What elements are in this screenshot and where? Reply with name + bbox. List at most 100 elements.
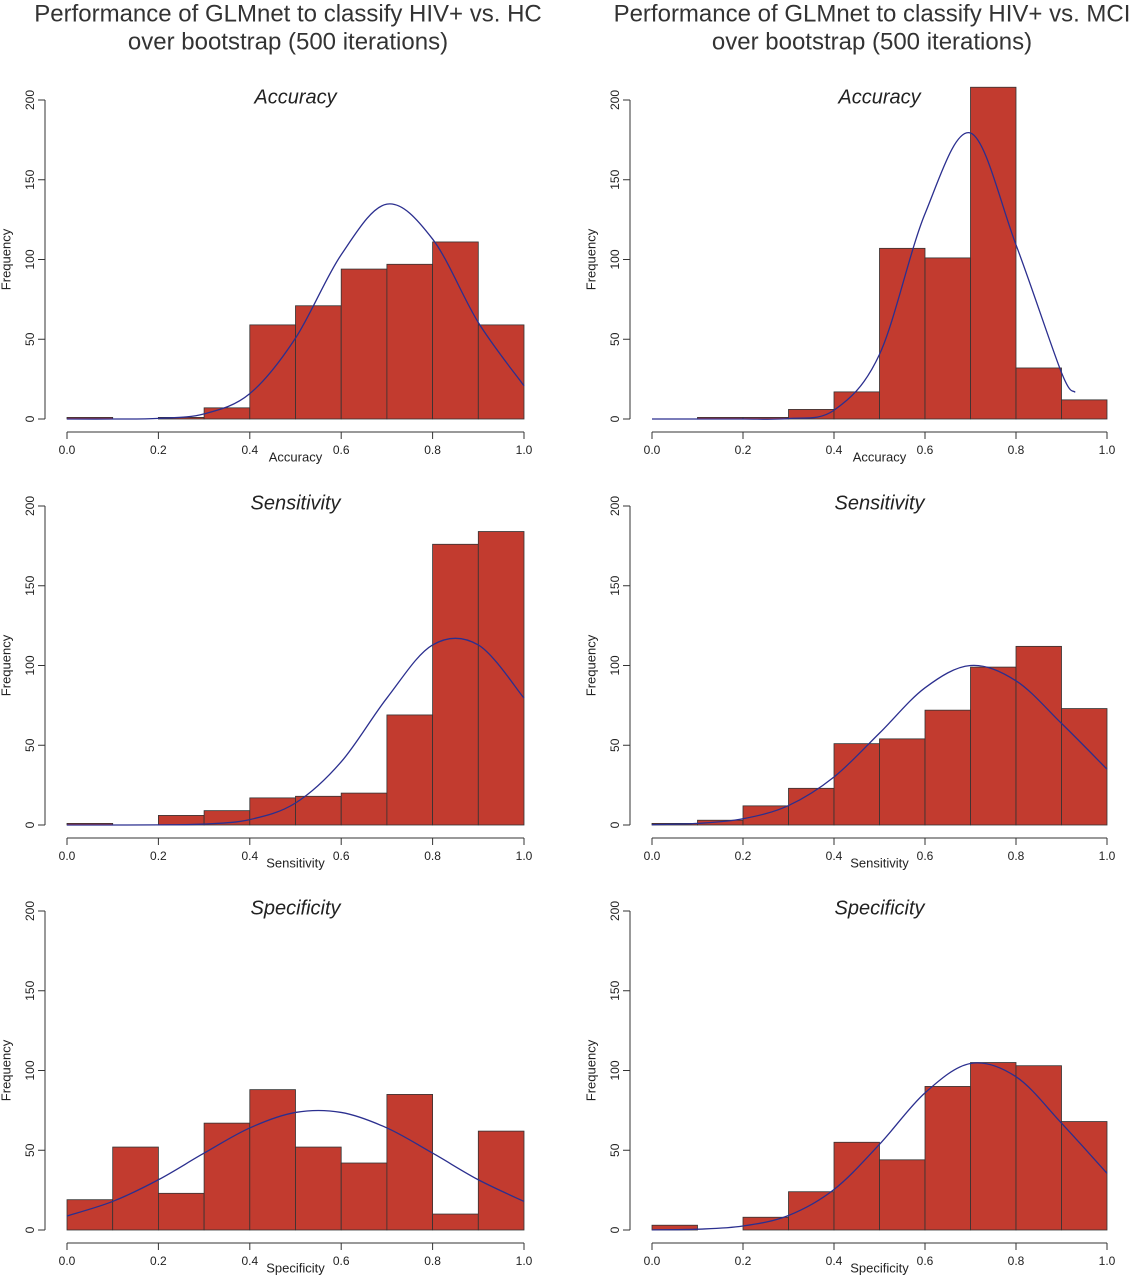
bar [1061, 399, 1108, 420]
bar [432, 543, 479, 826]
y-tick-label: 150 [23, 575, 37, 595]
y-tick-label: 100 [23, 249, 37, 269]
y-tick-label: 50 [608, 1143, 622, 1157]
y-tick-label: 50 [23, 1143, 37, 1157]
x-tick-label: 1.0 [1099, 849, 1116, 863]
x-axis-label: Accuracy [269, 449, 323, 464]
bar [788, 1191, 835, 1231]
y-tick-label: 200 [23, 901, 37, 921]
x-tick-label: 0.2 [150, 1254, 167, 1268]
y-tick-label: 100 [23, 1060, 37, 1080]
y-tick-label: 200 [608, 901, 622, 921]
bar [386, 1094, 433, 1231]
y-tick-label: 200 [608, 90, 622, 110]
y-tick-label: 150 [608, 169, 622, 189]
bar [970, 86, 1017, 420]
bar [203, 1122, 251, 1231]
density-curve [651, 1062, 1108, 1231]
bar [386, 714, 433, 826]
column-title: over bootstrap (500 iterations) [712, 28, 1032, 55]
bar [1015, 645, 1062, 826]
density-curve [66, 203, 525, 420]
column-title: Performance of GLMnet to classify HIV+ v… [614, 0, 1131, 27]
y-tick-label: 100 [608, 249, 622, 269]
y-tick-label: 150 [23, 980, 37, 1000]
bar [157, 1192, 205, 1231]
density-curve [651, 664, 1108, 826]
x-tick-label: 0.8 [424, 443, 441, 457]
x-tick-label: 0.2 [735, 1254, 752, 1268]
x-tick-label: 0.8 [424, 849, 441, 863]
x-tick-label: 0.6 [917, 443, 934, 457]
y-axis-label: Frequency [0, 228, 13, 290]
x-tick-label: 0.6 [917, 1254, 934, 1268]
y-tick-label: 0 [608, 1226, 622, 1233]
y-axis-label: Frequency [583, 634, 598, 696]
bar [879, 247, 926, 420]
y-tick-label: 200 [23, 496, 37, 516]
y-tick-label: 0 [23, 821, 37, 828]
x-tick-label: 0.2 [150, 443, 167, 457]
panel-title: Sensitivity [834, 492, 925, 514]
y-tick-label: 100 [608, 1060, 622, 1080]
x-tick-label: 1.0 [1099, 443, 1116, 457]
density-curve [66, 637, 525, 826]
x-tick-label: 0.4 [826, 1254, 843, 1268]
y-tick-label: 150 [608, 575, 622, 595]
bar [249, 797, 296, 826]
bar [742, 1216, 789, 1231]
y-tick-label: 200 [23, 90, 37, 110]
bar [249, 324, 296, 420]
y-tick-label: 50 [608, 738, 622, 752]
x-tick-label: 0.8 [1008, 849, 1025, 863]
x-tick-label: 0.0 [644, 849, 661, 863]
x-tick-label: 0.2 [150, 849, 167, 863]
bar [1061, 708, 1108, 826]
y-tick-label: 0 [23, 1226, 37, 1233]
x-tick-label: 0.0 [644, 1254, 661, 1268]
bar [879, 738, 926, 826]
x-axis-label: Accuracy [853, 449, 907, 464]
bar [340, 268, 388, 420]
bar [1015, 1065, 1062, 1231]
x-tick-label: 0.6 [333, 849, 350, 863]
x-tick-label: 0.8 [424, 1254, 441, 1268]
y-axis-label: Frequency [0, 1039, 13, 1101]
density-curve [66, 1109, 525, 1217]
y-tick-label: 50 [23, 332, 37, 346]
y-axis-label: Frequency [0, 634, 13, 696]
panel-title: Specificity [250, 897, 341, 919]
x-axis-label: Specificity [266, 1260, 325, 1275]
bar [477, 324, 525, 420]
bar [112, 1146, 159, 1231]
x-tick-label: 0.4 [826, 849, 843, 863]
x-tick-label: 0.8 [1008, 443, 1025, 457]
bar [788, 787, 835, 826]
bar [157, 815, 205, 826]
bar [970, 1062, 1017, 1231]
x-axis-label: Sensitivity [266, 855, 325, 870]
x-tick-label: 0.4 [241, 1254, 258, 1268]
bar [924, 709, 971, 826]
panel-title: Specificity [834, 897, 925, 919]
bar [249, 1089, 296, 1231]
x-tick-label: 1.0 [516, 849, 533, 863]
bar [833, 1141, 880, 1231]
x-tick-label: 1.0 [1099, 1254, 1116, 1268]
x-tick-label: 1.0 [516, 443, 533, 457]
y-axis-label: Frequency [583, 228, 598, 290]
x-tick-label: 0.4 [241, 443, 258, 457]
bar [340, 792, 388, 826]
x-tick-label: 0.6 [917, 849, 934, 863]
bar [295, 795, 342, 826]
x-tick-label: 0.2 [735, 443, 752, 457]
bar [432, 1213, 479, 1231]
x-tick-label: 0.0 [59, 849, 76, 863]
y-tick-label: 0 [23, 415, 37, 422]
y-tick-label: 0 [608, 415, 622, 422]
x-tick-label: 0.0 [59, 443, 76, 457]
bar [386, 263, 433, 420]
x-tick-label: 0.0 [59, 1254, 76, 1268]
